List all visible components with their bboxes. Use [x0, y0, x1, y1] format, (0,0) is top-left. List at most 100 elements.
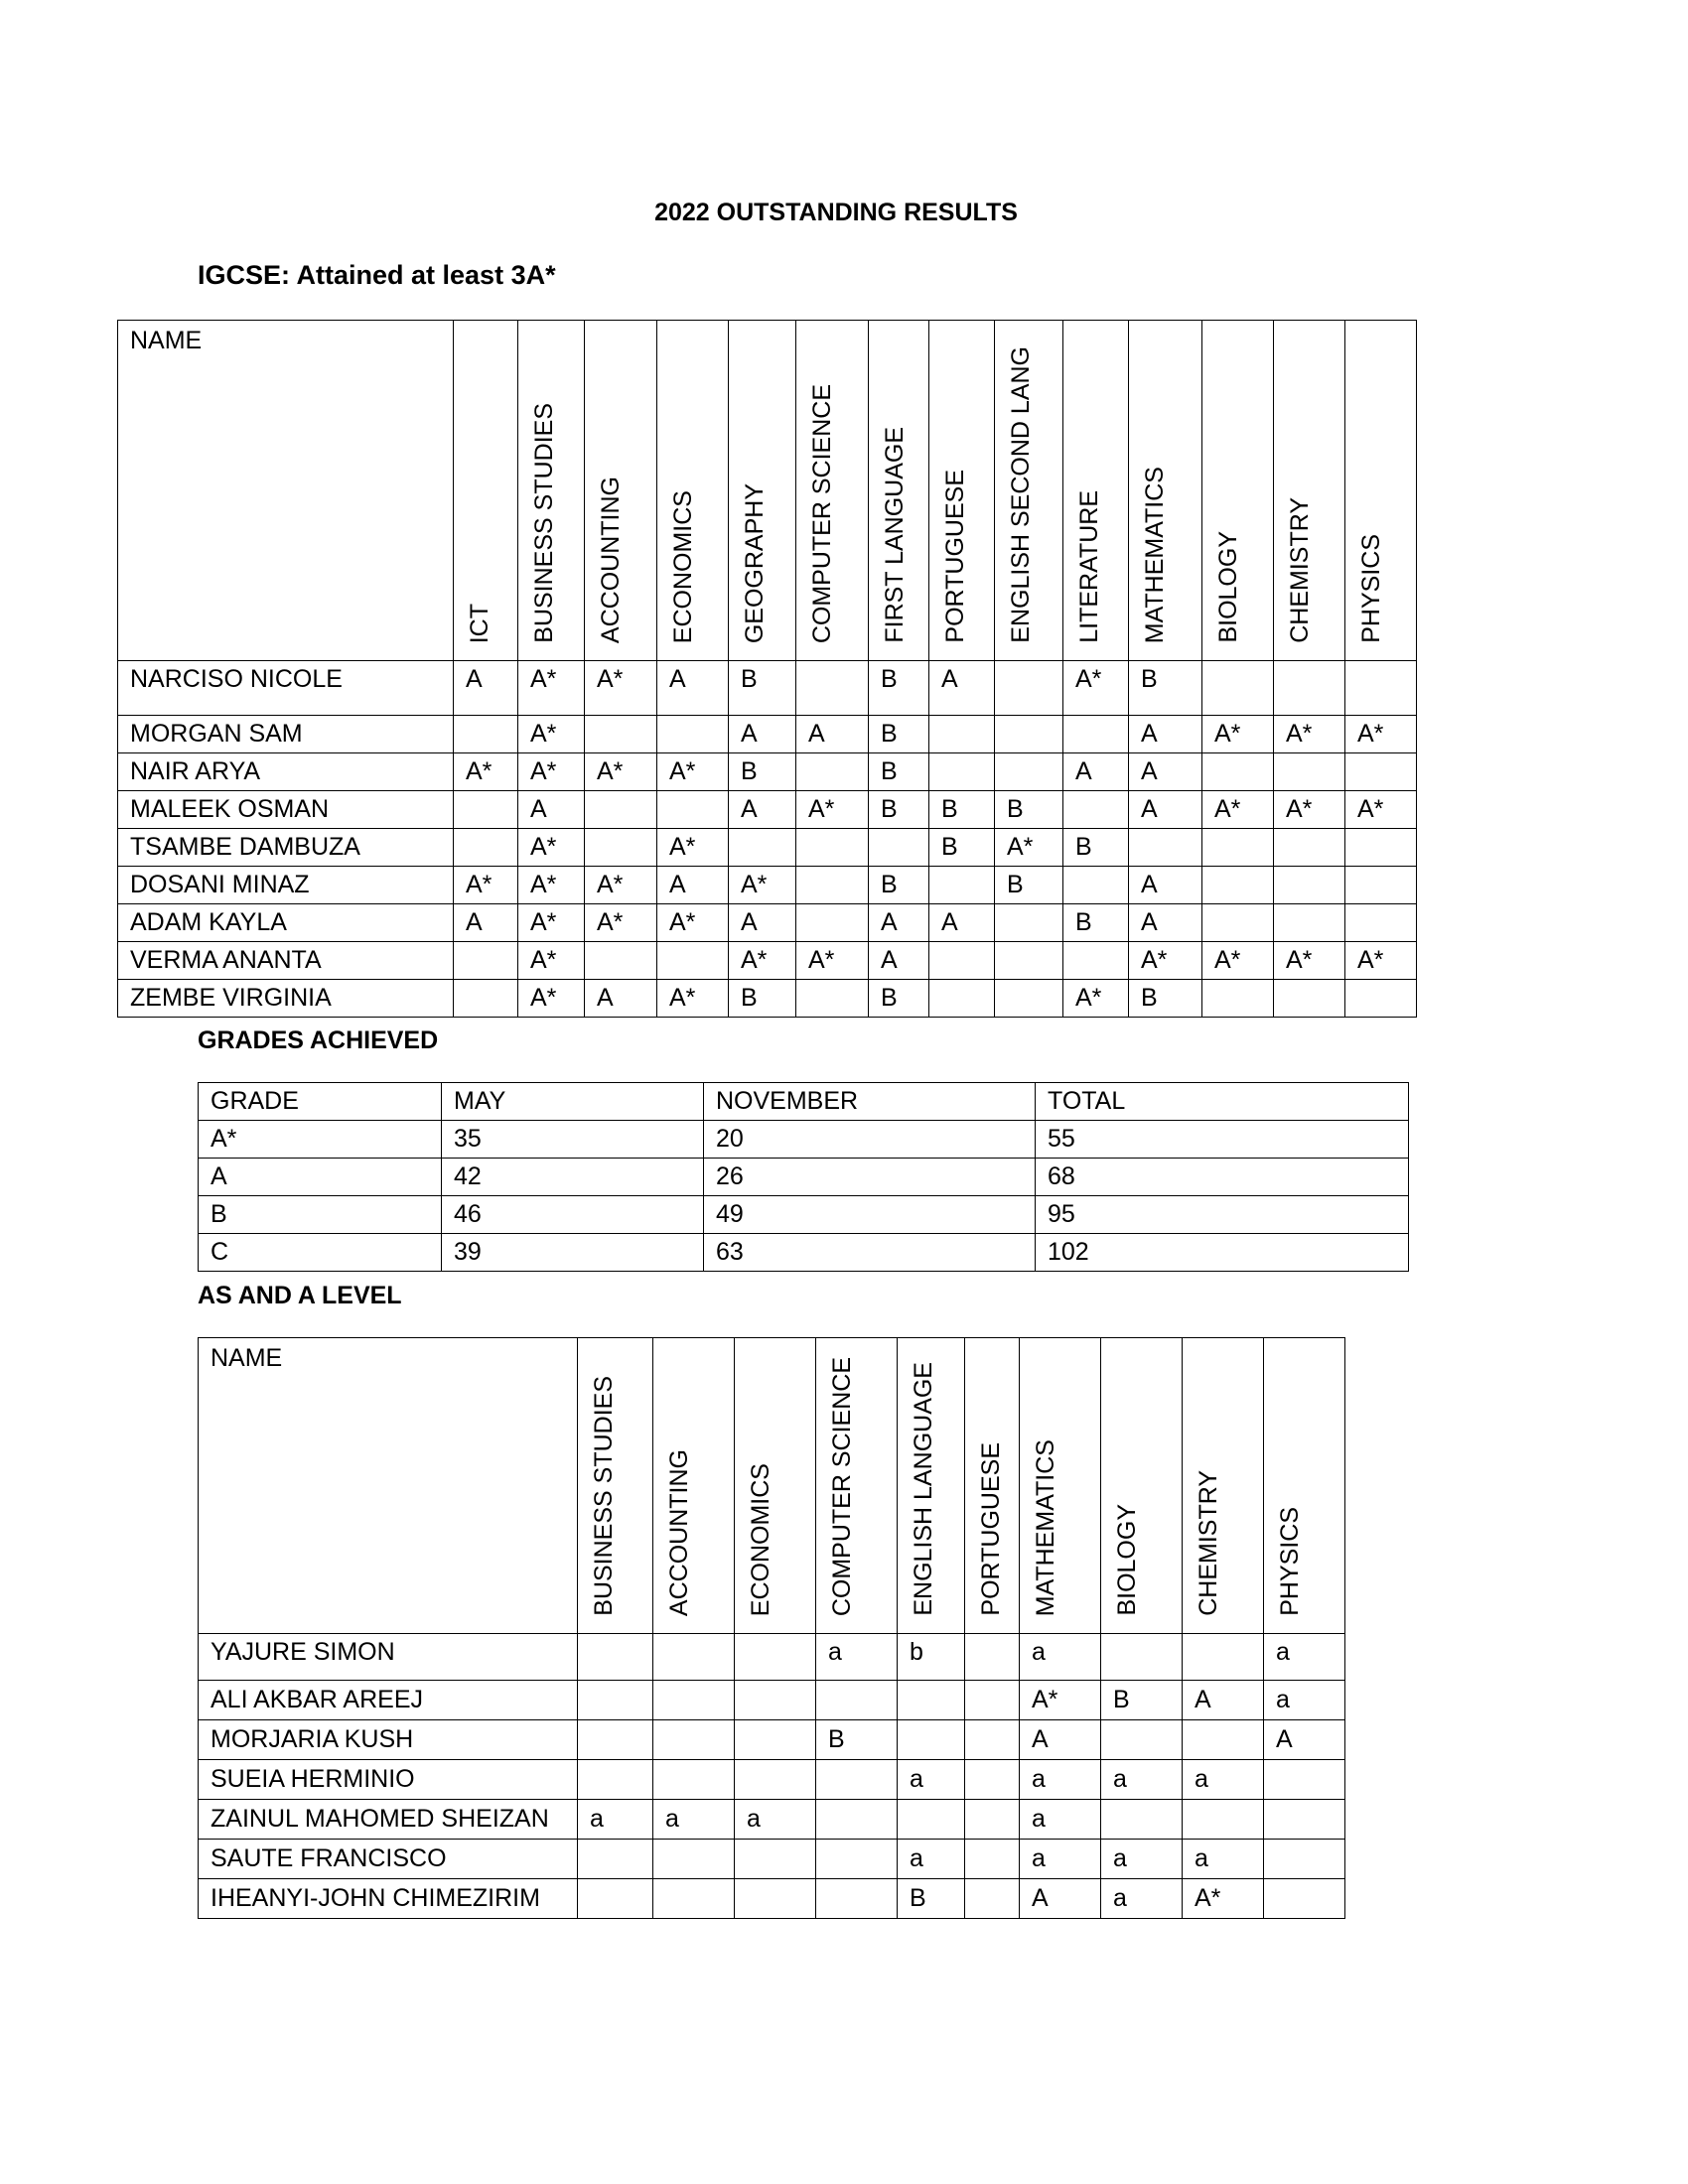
count-cell: 63 — [703, 1233, 1036, 1272]
as-a-level-heading: AS AND A LEVEL — [198, 1282, 402, 1309]
grade-cell — [994, 941, 1063, 980]
grade-cell: a — [1019, 1839, 1101, 1879]
grade-cell — [577, 1839, 653, 1879]
grade-cell — [1344, 828, 1417, 867]
grade-cell: B — [868, 866, 929, 904]
grade-cell: b — [897, 1633, 965, 1681]
grade-cell — [1201, 752, 1274, 791]
name-header: NAME — [198, 1337, 578, 1634]
column-header: NOVEMBER — [703, 1082, 1036, 1121]
grade-cell — [994, 752, 1063, 791]
grade-cell — [1201, 903, 1274, 942]
grade-cell: a — [1100, 1839, 1183, 1879]
grade-cell: A — [1019, 1719, 1101, 1760]
grade-cell — [964, 1680, 1020, 1720]
subject-header: ECONOMICS — [656, 320, 729, 661]
grade-cell: A — [517, 790, 585, 829]
subject-label: ICT — [466, 603, 493, 643]
grade-cell: A — [1128, 715, 1202, 753]
grade-cell — [1344, 752, 1417, 791]
grade-cell: a — [815, 1633, 898, 1681]
count-cell: 68 — [1035, 1158, 1409, 1196]
grade-cell — [1201, 866, 1274, 904]
header-row: NAME BUSINESS STUDIES ACCOUNTING ECONOMICS C… — [198, 1337, 1345, 1634]
subject-label: ACCOUNTING — [665, 1448, 693, 1616]
grade-cell — [795, 979, 869, 1018]
grade-cell: A — [1263, 1719, 1345, 1760]
grade-cell: A — [1128, 790, 1202, 829]
table-row: ZEMBE VIRGINIA A* A A* B B A* B — [117, 979, 1417, 1018]
grade-cell: A* — [584, 866, 657, 904]
subject-header: COMPUTER SCIENCE — [795, 320, 869, 661]
table-row: DOSANI MINAZ A* A* A* A A* B B A — [117, 866, 1417, 904]
count-cell: 102 — [1035, 1233, 1409, 1272]
subject-header: BIOLOGY — [1100, 1337, 1183, 1634]
grade-cell: B — [815, 1719, 898, 1760]
grade-cell — [815, 1759, 898, 1800]
subject-label: PORTUGUESE — [941, 470, 969, 643]
subject-header: MATHEMATICS — [1128, 320, 1202, 661]
grade-cell: A — [795, 715, 869, 753]
grade-cell — [964, 1759, 1020, 1800]
grade-cell — [1344, 866, 1417, 904]
grade-cell — [994, 660, 1063, 716]
grade-cell — [577, 1719, 653, 1760]
subject-header: BUSINESS STUDIES — [517, 320, 585, 661]
grade-cell: A* — [1062, 979, 1129, 1018]
grade-cell: A — [928, 903, 995, 942]
grade-cell: A* — [656, 979, 729, 1018]
grade-cell: A — [728, 903, 796, 942]
grade-cell: A* — [517, 979, 585, 1018]
grade-cell: A* — [517, 903, 585, 942]
grade-cell — [656, 941, 729, 980]
grade-cell — [964, 1633, 1020, 1681]
grade-cell: A — [656, 866, 729, 904]
grade-cell: A* — [656, 752, 729, 791]
grade-cell: A* — [517, 752, 585, 791]
grade-cell: B — [868, 715, 929, 753]
subject-header: BUSINESS STUDIES — [577, 1337, 653, 1634]
grade-cell: B — [1100, 1680, 1183, 1720]
grade-cell: A* — [584, 903, 657, 942]
table-row: NAIR ARYA A* A* A* A* B B A A — [117, 752, 1417, 791]
subject-label: MATHEMATICS — [1032, 1438, 1059, 1616]
grade-cell: B — [1062, 903, 1129, 942]
grade-cell: A* — [795, 790, 869, 829]
grade-cell: A — [1128, 752, 1202, 791]
grade-cell: A* — [584, 752, 657, 791]
table-row: ADAM KAYLA A A* A* A* A A A B A — [117, 903, 1417, 942]
column-header: MAY — [441, 1082, 704, 1121]
grade-cell: A — [728, 715, 796, 753]
grade-cell: a — [897, 1759, 965, 1800]
grade-cell: A* — [1344, 941, 1417, 980]
grades-achieved-heading: GRADES ACHIEVED — [198, 1026, 439, 1054]
grade-cell — [734, 1759, 816, 1800]
table-row: C 39 63 102 — [198, 1233, 1409, 1272]
subject-header: CHEMISTRY — [1182, 1337, 1264, 1634]
grade-label: A* — [198, 1120, 442, 1159]
grade-cell: A* — [1273, 715, 1345, 753]
grade-cell — [897, 1680, 965, 1720]
count-cell: 49 — [703, 1195, 1036, 1234]
grade-cell — [1263, 1759, 1345, 1800]
grade-cell: A — [1128, 903, 1202, 942]
grade-cell: A — [868, 903, 929, 942]
subject-header: ACCOUNTING — [584, 320, 657, 661]
subject-label: LITERATURE — [1075, 490, 1103, 643]
grade-cell — [1273, 828, 1345, 867]
student-name: IHEANYI-JOHN CHIMEZIRIM — [198, 1878, 578, 1919]
table-row: SAUTE FRANCISCO a a a a — [198, 1839, 1345, 1879]
subject-label: CHEMISTRY — [1195, 1470, 1222, 1616]
subject-header: GEOGRAPHY — [728, 320, 796, 661]
grade-cell — [453, 715, 518, 753]
subject-header: BIOLOGY — [1201, 320, 1274, 661]
grade-cell — [1263, 1839, 1345, 1879]
grade-cell: A* — [1019, 1680, 1101, 1720]
grade-cell — [652, 1839, 735, 1879]
grade-cell: B — [897, 1878, 965, 1919]
subject-header: FIRST LANGUAGE — [868, 320, 929, 661]
grade-cell — [453, 790, 518, 829]
grade-cell — [453, 828, 518, 867]
grade-cell — [897, 1799, 965, 1840]
grade-cell — [734, 1680, 816, 1720]
